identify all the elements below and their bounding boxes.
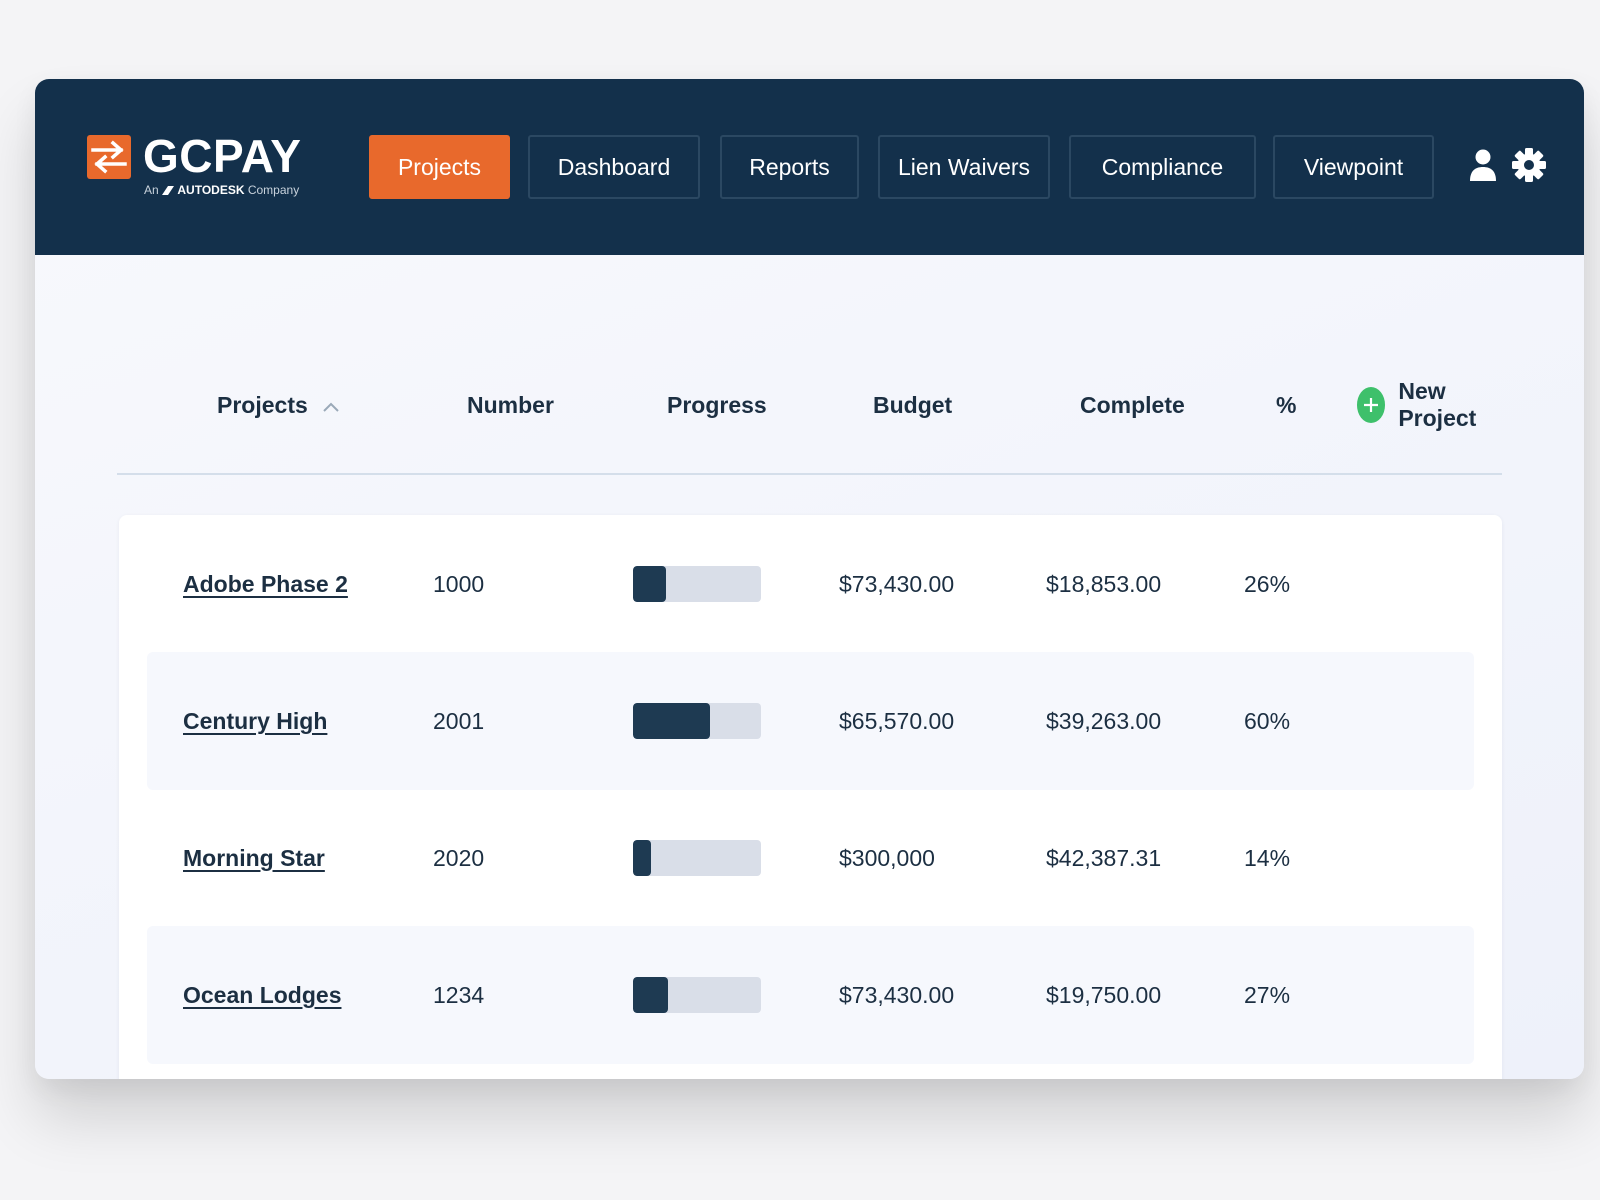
nav-tab-viewpoint[interactable]: Viewpoint (1273, 135, 1434, 199)
autodesk-logo-icon (162, 183, 177, 197)
progress-bar (633, 977, 761, 1013)
nav-tab-compliance[interactable]: Compliance (1069, 135, 1256, 199)
progress-bar (633, 840, 761, 876)
brand-name: GCPAY (143, 130, 302, 182)
progress-bar-fill (633, 703, 710, 739)
project-budget: $65,570.00 (839, 707, 955, 734)
project-number: 1000 (433, 570, 485, 597)
progress-bar-fill (633, 566, 667, 602)
project-name-link[interactable]: Morning Star (183, 844, 325, 871)
brand-sub-prefix: An (144, 183, 159, 197)
project-budget: $300,000 (839, 844, 935, 871)
project-percent: 60% (1244, 707, 1291, 734)
project-number: 2001 (433, 707, 485, 734)
progress-bar (633, 566, 761, 602)
app-window: GCPAY An AUTODESK Company Projects Dashb… (35, 79, 1584, 1079)
brand-sub-brand: AUTODESK (177, 183, 245, 197)
plus-circle-icon (1357, 387, 1386, 423)
nav-tab-reports[interactable]: Reports (720, 135, 859, 199)
project-name-link[interactable]: Ocean Lodges (183, 981, 342, 1008)
nav-tab-dashboard[interactable]: Dashboard (528, 135, 700, 199)
gcpay-logo-icon (87, 135, 131, 179)
project-complete: $39,263.00 (1046, 707, 1162, 734)
column-header-number[interactable]: Number (467, 391, 554, 418)
project-budget: $73,430.00 (839, 570, 955, 597)
column-header-projects[interactable]: Projects (217, 373, 340, 437)
project-percent: 14% (1244, 844, 1291, 871)
column-header-complete[interactable]: Complete (1080, 391, 1185, 418)
projects-table: Adobe Phase 2 1000 $73,430.00 $18,853.00… (119, 515, 1502, 1079)
column-header-progress[interactable]: Progress (667, 391, 767, 418)
progress-bar (633, 703, 761, 739)
table-row[interactable]: Morning Star 2020 $300,000 $42,387.31 14… (147, 789, 1474, 927)
table-header: Projects Number Progress Budget Complete… (117, 373, 1502, 475)
project-complete: $18,853.00 (1046, 570, 1162, 597)
project-percent: 26% (1244, 570, 1291, 597)
nav-tab-lien-waivers[interactable]: Lien Waivers (878, 135, 1050, 199)
project-complete: $42,387.31 (1046, 844, 1162, 871)
user-icon[interactable] (1465, 147, 1501, 183)
project-complete: $19,750.00 (1046, 981, 1162, 1008)
nav-tab-projects[interactable]: Projects (369, 135, 510, 199)
project-name-link[interactable]: Adobe Phase 2 (183, 570, 348, 597)
column-header-projects-label: Projects (217, 391, 308, 418)
top-navigation-bar: GCPAY An AUTODESK Company Projects Dashb… (35, 79, 1584, 255)
gcpay-logo[interactable]: GCPAY An AUTODESK Company (87, 130, 317, 205)
project-number: 2020 (433, 844, 485, 871)
table-row[interactable]: Century High 2001 $65,570.00 $39,263.00 … (147, 652, 1474, 790)
new-project-button[interactable]: New Project (1357, 373, 1502, 437)
project-name-link[interactable]: Century High (183, 707, 328, 734)
chevron-up-icon[interactable] (322, 392, 340, 419)
column-header-percent[interactable]: % (1276, 391, 1297, 418)
progress-bar-fill (633, 840, 651, 876)
table-row[interactable]: Ocean Lodges 1234 $73,430.00 $19,750.00 … (147, 926, 1474, 1064)
project-budget: $73,430.00 (839, 981, 955, 1008)
new-project-label: New Project (1398, 378, 1477, 431)
table-row[interactable]: Adobe Phase 2 1000 $73,430.00 $18,853.00… (147, 515, 1474, 653)
brand-subtitle: An AUTODESK Company (144, 183, 314, 197)
brand-sub-suffix: Company (247, 183, 300, 197)
gear-icon[interactable] (1511, 147, 1547, 183)
progress-bar-fill (633, 977, 668, 1013)
project-number: 1234 (433, 981, 485, 1008)
column-header-budget[interactable]: Budget (873, 391, 953, 418)
project-percent: 27% (1244, 981, 1291, 1008)
